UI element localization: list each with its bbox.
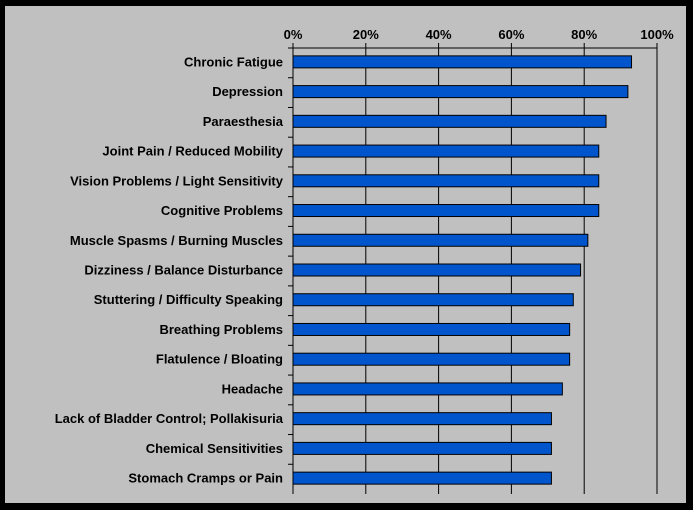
category-label-joint-pain-reduced-mobility: Joint Pain / Reduced Mobility <box>102 144 283 159</box>
bar-breathing-problems <box>292 322 571 336</box>
bar-vision-problems-light-sensitivity <box>292 174 600 188</box>
x-tick-label-0: 0% <box>284 27 303 42</box>
bar-headache <box>292 382 563 396</box>
x-tick-label-40: 40% <box>426 27 452 42</box>
category-label-breathing-problems: Breathing Problems <box>159 322 283 337</box>
category-label-chemical-sensitivities: Chemical Sensitivities <box>146 441 283 456</box>
x-tick-label-100: 100% <box>640 27 674 42</box>
category-label-dizziness-balance-disturbance: Dizziness / Balance Disturbance <box>84 263 283 278</box>
bar-paraesthesia <box>292 114 607 128</box>
category-label-lack-of-bladder-control-pollakisuria: Lack of Bladder Control; Pollakisuria <box>55 411 284 426</box>
bar-chronic-fatigue <box>292 55 633 69</box>
category-label-depression: Depression <box>212 84 283 99</box>
bar-depression <box>292 85 629 99</box>
bar-cognitive-problems <box>292 204 600 218</box>
category-label-muscle-spasms-burning-muscles: Muscle Spasms / Burning Muscles <box>70 233 283 248</box>
bar-flatulence-bloating <box>292 352 571 366</box>
bar-muscle-spasms-burning-muscles <box>292 233 589 247</box>
bar-dizziness-balance-disturbance <box>292 263 582 277</box>
x-tick-label-20: 20% <box>353 27 379 42</box>
category-label-stomach-cramps-or-pain: Stomach Cramps or Pain <box>128 471 283 486</box>
bar-lack-of-bladder-control-pollakisuria <box>292 412 552 426</box>
x-tick-label-80: 80% <box>571 27 597 42</box>
category-label-cognitive-problems: Cognitive Problems <box>161 203 283 218</box>
bar-joint-pain-reduced-mobility <box>292 144 600 158</box>
category-label-paraesthesia: Paraesthesia <box>203 114 284 129</box>
category-label-stuttering-difficulty-speaking: Stuttering / Difficulty Speaking <box>94 292 283 307</box>
category-label-flatulence-bloating: Flatulence / Bloating <box>156 352 283 367</box>
x-tick-label-60: 60% <box>498 27 524 42</box>
category-label-vision-problems-light-sensitivity: Vision Problems / Light Sensitivity <box>70 173 284 188</box>
bar-stomach-cramps-or-pain <box>292 471 552 485</box>
bar-stuttering-difficulty-speaking <box>292 293 574 307</box>
category-label-headache: Headache <box>222 381 283 396</box>
bar-chemical-sensitivities <box>292 441 552 455</box>
category-label-chronic-fatigue: Chronic Fatigue <box>184 54 283 69</box>
